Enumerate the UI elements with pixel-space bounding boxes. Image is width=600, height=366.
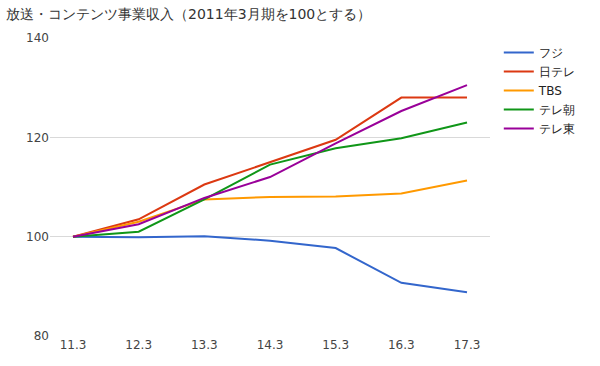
svg-text:140: 140: [26, 31, 49, 45]
svg-text:13.3: 13.3: [191, 338, 218, 352]
svg-text:テレ朝: テレ朝: [539, 103, 575, 117]
svg-text:放送・コンテンツ事業収入（2011年3月期を100とする）: 放送・コンテンツ事業収入（2011年3月期を100とする）: [6, 6, 371, 22]
svg-text:17.3: 17.3: [454, 338, 481, 352]
svg-text:12.3: 12.3: [125, 338, 152, 352]
svg-text:11.3: 11.3: [60, 338, 87, 352]
svg-text:15.3: 15.3: [322, 338, 349, 352]
svg-text:TBS: TBS: [538, 84, 562, 98]
svg-text:14.3: 14.3: [257, 338, 284, 352]
svg-text:100: 100: [26, 230, 49, 244]
svg-text:120: 120: [26, 131, 49, 145]
svg-text:フジ: フジ: [539, 46, 563, 60]
svg-text:80: 80: [34, 329, 49, 343]
svg-text:日テレ: 日テレ: [539, 65, 575, 79]
svg-text:16.3: 16.3: [388, 338, 415, 352]
svg-text:テレ東: テレ東: [539, 122, 575, 136]
